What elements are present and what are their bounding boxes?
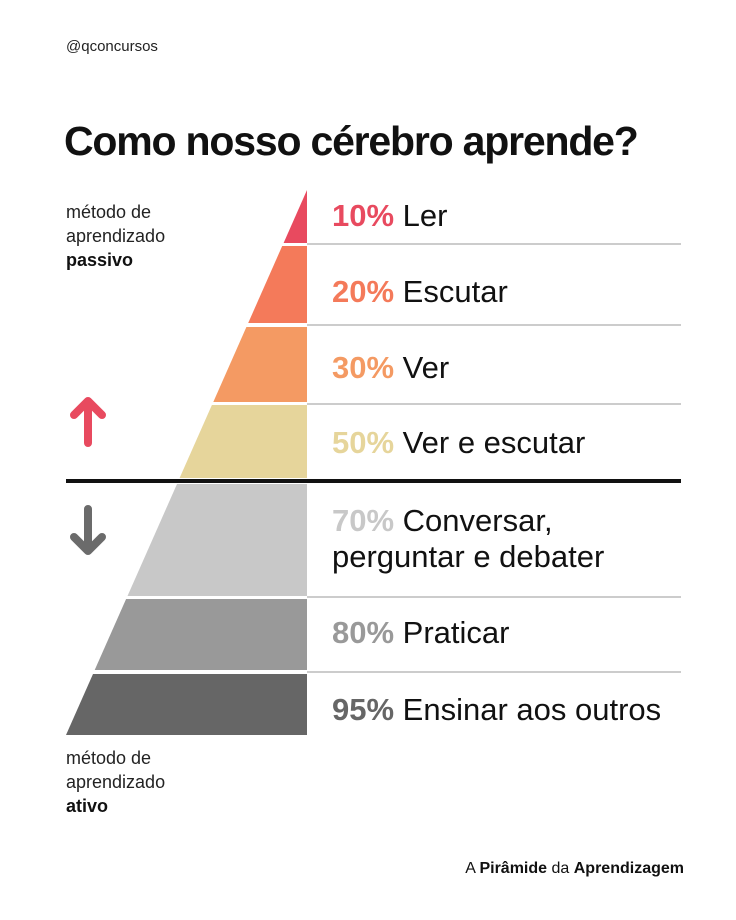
pyramid-band-20 [248, 246, 307, 323]
level-20-percent: 20% [332, 274, 395, 309]
level-10-text: Ler [402, 198, 448, 233]
active-label-line1: método de [66, 748, 152, 768]
pyramid-band-10 [283, 190, 307, 243]
brand-handle: @qconcursos [66, 38, 158, 55]
level-30-percent: 30% [332, 350, 395, 385]
footer-aprendizagem: Aprendizagem [573, 860, 684, 877]
level-70-text-line2: perguntar e debater [332, 539, 605, 574]
footer-a: A [465, 860, 475, 877]
level-95-percent: 95% [332, 692, 395, 727]
arrow-up-icon [70, 397, 106, 447]
level-20-row: 20% Escutar [332, 274, 508, 310]
active-label-bold: ativo [66, 796, 109, 816]
passive-label-line2: aprendizado [66, 226, 166, 246]
level-80-row: 80% Praticar [332, 615, 509, 651]
level-30-text: Ver [402, 350, 450, 385]
level-50-row: 50% Ver e escutar [332, 425, 585, 461]
footer-da: da [551, 860, 570, 877]
level-95-text: Ensinar aos outros [402, 692, 662, 727]
passive-method-label: método de aprendizado passivo [66, 200, 165, 272]
active-label-line2: aprendizado [66, 772, 166, 792]
passive-label-bold: passivo [66, 250, 134, 270]
passive-label-line1: método de [66, 202, 152, 222]
pyramid-band-50 [179, 405, 307, 478]
arrow-down-icon [70, 505, 106, 555]
active-method-label: método de aprendizado ativo [66, 746, 165, 818]
level-70-text: Conversar, [402, 503, 553, 538]
level-80-percent: 80% [332, 615, 395, 650]
pyramid-band-70 [127, 484, 307, 596]
level-80-text: Praticar [402, 615, 510, 650]
level-30-row: 30% Ver [332, 350, 449, 386]
level-70-percent: 70% [332, 503, 395, 538]
pyramid-band-80 [94, 599, 307, 670]
level-10-row: 10% Ler [332, 198, 447, 234]
level-50-percent: 50% [332, 425, 395, 460]
level-95-row: 95% Ensinar aos outros [332, 692, 661, 728]
level-70-row: 70% Conversar, perguntar e debater [332, 503, 604, 575]
pyramid-band-95 [66, 674, 307, 735]
pyramid-band-30 [213, 327, 307, 402]
level-50-text: Ver e escutar [402, 425, 586, 460]
footer-caption: A Pirâmide da Aprendizagem [465, 860, 684, 878]
level-10-percent: 10% [332, 198, 395, 233]
footer-piramide: Pirâmide [479, 860, 548, 877]
page-title: Como nosso cérebro aprende? [64, 118, 639, 164]
level-20-text: Escutar [402, 274, 508, 309]
